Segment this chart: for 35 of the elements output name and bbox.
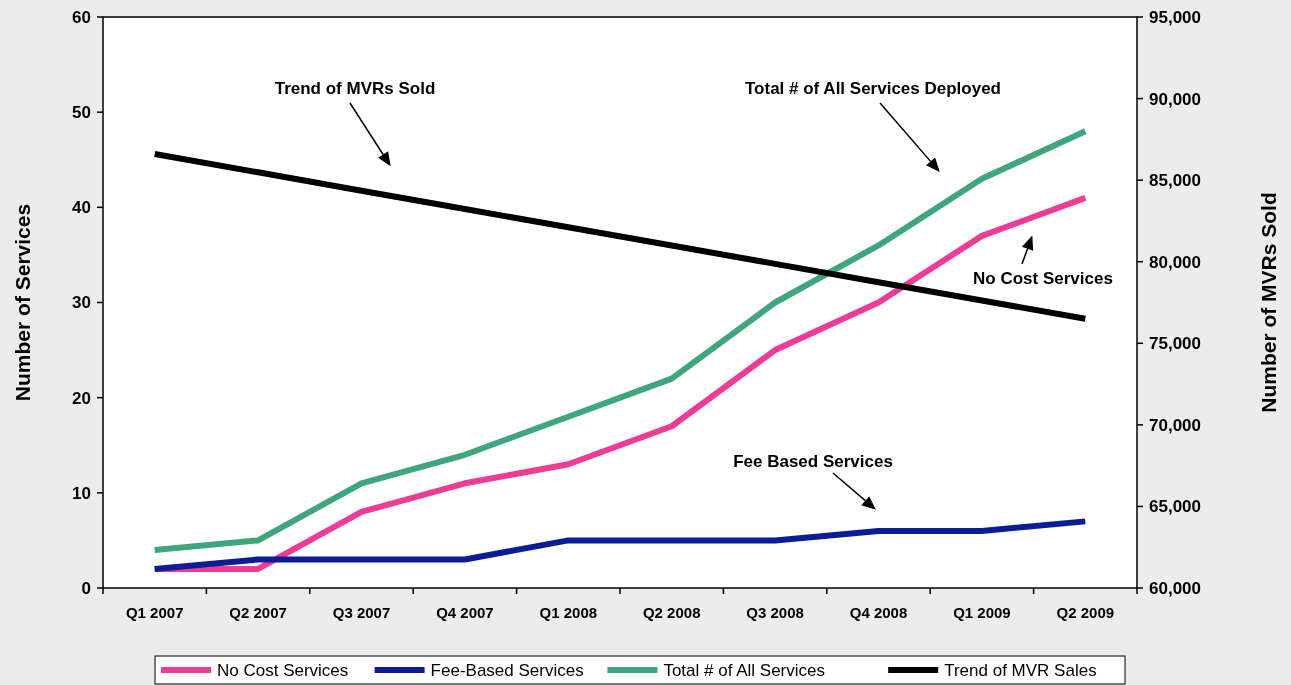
annotation: Total # of All Services Deployed — [744, 78, 1002, 98]
y-tick-label: 40 — [72, 198, 91, 218]
annotation: Trend of MVRs Sold — [274, 78, 436, 98]
y2-axis-title: Number of MVRs Sold — [1257, 192, 1280, 413]
x-tick-label: Q1 2007 — [125, 604, 184, 621]
y2-tick-label: 95,000 — [1149, 7, 1201, 27]
x-tick-label: Q3 2008 — [746, 604, 804, 621]
x-tick-label: Q2 2009 — [1056, 604, 1115, 621]
x-tick-label: Q3 2007 — [332, 604, 391, 621]
legend-label: Fee-Based Services — [430, 660, 584, 680]
x-tick-label: Q4 2007 — [436, 604, 494, 621]
y2-tick-label: 60,000 — [1149, 578, 1201, 598]
x-tick-label: Q2 2007 — [229, 604, 287, 621]
legend-label: Total # of All Services — [663, 660, 825, 680]
legend-label: No Cost Services — [217, 660, 349, 680]
y2-tick-label: 75,000 — [1149, 334, 1201, 354]
legend-label: Trend of MVR Sales — [944, 660, 1097, 680]
x-tick-label: Q1 2009 — [953, 604, 1011, 621]
y-tick-label: 50 — [72, 103, 91, 123]
y2-tick-label: 80,000 — [1149, 252, 1201, 272]
y2-tick-label: 85,000 — [1149, 171, 1201, 191]
y2-tick-label: 65,000 — [1149, 497, 1201, 517]
annotation: No Cost Services — [973, 268, 1113, 288]
x-tick-label: Q4 2008 — [849, 604, 908, 621]
annotation: Fee Based Services — [733, 451, 893, 471]
y-tick-label: 20 — [72, 388, 91, 408]
x-tick-label: Q1 2008 — [539, 604, 598, 621]
y2-tick-label: 90,000 — [1149, 89, 1201, 109]
y2-tick-label: 70,000 — [1149, 415, 1201, 435]
y-tick-label: 30 — [72, 293, 91, 313]
y-tick-label: 60 — [72, 7, 91, 27]
x-tick-label: Q2 2008 — [642, 604, 701, 621]
y-tick-label: 10 — [72, 483, 91, 503]
y-axis-title: Number of Services — [11, 203, 34, 402]
y-tick-label: 0 — [81, 578, 91, 598]
